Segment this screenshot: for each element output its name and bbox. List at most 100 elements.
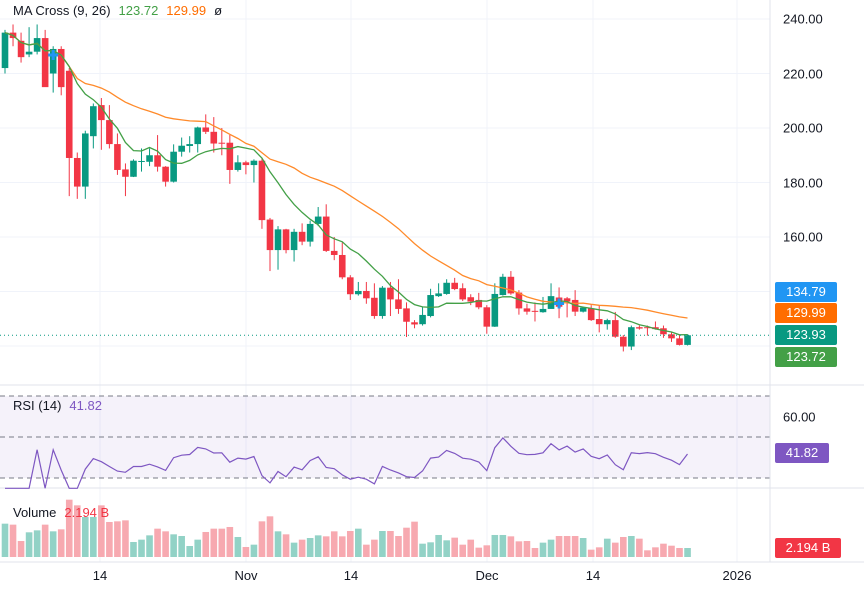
candle-body <box>387 287 394 300</box>
price-badge-ma-fast: 123.72 <box>775 347 837 367</box>
volume-bar <box>146 535 153 557</box>
volume-bar <box>603 538 611 557</box>
candle-body <box>611 320 619 337</box>
volume-bar <box>282 534 290 557</box>
candle-body <box>531 310 539 312</box>
price-badge-last: 123.93 <box>775 325 837 345</box>
candle-body <box>475 299 483 308</box>
candle-body <box>202 127 210 132</box>
volume-bar <box>266 516 274 557</box>
volume-legend[interactable]: Volume 2.194 B <box>13 505 109 520</box>
volume-bar <box>73 505 81 557</box>
volume-title: Volume <box>13 505 57 520</box>
price-badge-marker: 134.79 <box>775 282 837 302</box>
volume-bar <box>668 545 675 557</box>
volume-bar <box>571 536 579 557</box>
ma-slow-value: 129.99 <box>166 2 207 18</box>
candle-body <box>668 334 675 339</box>
volume-bar <box>114 521 121 557</box>
cross-marker-icon <box>554 298 565 309</box>
ma-extra-icon[interactable]: ø <box>214 2 223 18</box>
candle-body <box>620 336 627 347</box>
candle-body <box>652 327 659 330</box>
volume-bar <box>467 539 475 557</box>
price-tick: 200.00 <box>783 120 823 136</box>
candle-body <box>459 288 467 300</box>
rsi-legend[interactable]: RSI (14) 41.82 <box>13 398 102 413</box>
volume-bar <box>138 539 145 557</box>
volume-bar <box>1 523 9 557</box>
candle-body <box>355 290 362 295</box>
candle-body <box>82 133 89 187</box>
volume-bar <box>274 531 282 557</box>
volume-bar <box>65 499 73 557</box>
volume-bar <box>459 544 467 557</box>
price-badge-ma-slow: 129.99 <box>775 303 837 323</box>
candle-body <box>491 293 499 327</box>
ma-title: MA Cross (9, 26) <box>13 2 111 18</box>
volume-bar <box>41 524 49 557</box>
candle-body <box>523 308 531 312</box>
volume-bar <box>186 546 193 557</box>
volume-bar <box>194 539 202 557</box>
volume-bar <box>403 527 410 557</box>
ma-fast-line <box>4 31 688 336</box>
volume-bar <box>17 541 25 557</box>
candle-body <box>330 250 338 255</box>
candle-body <box>194 127 202 145</box>
candle-body <box>114 144 121 170</box>
volume-bar <box>122 520 129 557</box>
candle-body <box>178 145 185 152</box>
candle-body <box>49 48 57 74</box>
rsi-title: RSI (14) <box>13 398 62 413</box>
price-tick: 240.00 <box>783 11 823 27</box>
volume-bar <box>82 516 89 557</box>
candle-body <box>130 160 137 177</box>
candle-body <box>162 166 169 182</box>
volume-badge: 2.194 B <box>775 538 841 558</box>
price-tick: 160.00 <box>783 229 823 245</box>
volume-bar <box>507 536 515 557</box>
volume-bar <box>531 547 539 557</box>
cross-marker-icon <box>48 49 59 60</box>
candle-body <box>603 320 611 325</box>
candle-body <box>507 276 515 294</box>
candle-body <box>411 322 418 325</box>
volume-bar <box>298 539 306 557</box>
volume-bar <box>33 530 41 557</box>
volume-bar <box>620 536 627 557</box>
volume-bar <box>395 536 402 557</box>
volume-bar <box>555 536 563 557</box>
volume-bar <box>475 547 483 557</box>
volume-bar <box>684 548 691 557</box>
time-label: Dec <box>475 568 499 583</box>
price-tick: 180.00 <box>783 175 823 191</box>
candle-body <box>122 169 129 177</box>
candle-body <box>346 277 354 295</box>
volume-bar <box>98 505 105 557</box>
time-label: 14 <box>585 568 601 583</box>
volume-bar <box>676 547 683 557</box>
volume-bar <box>106 521 113 557</box>
candle-body <box>138 160 145 162</box>
candle-body <box>314 216 322 224</box>
volume-bar <box>587 549 595 557</box>
volume-bar <box>346 531 354 557</box>
volume-bar <box>258 521 266 557</box>
candle-body <box>322 216 330 251</box>
candle-body <box>644 327 651 329</box>
candle-body <box>98 105 105 121</box>
time-label: 14 <box>343 568 359 583</box>
candle-body <box>258 160 266 221</box>
volume-bar <box>57 529 65 557</box>
candle-body <box>403 308 410 322</box>
candle-body <box>395 299 402 309</box>
volume-bar <box>322 536 330 557</box>
volume-bar <box>25 532 33 557</box>
volume-bar <box>387 531 394 557</box>
ma-fast-value: 123.72 <box>118 2 159 18</box>
candle-body <box>226 142 234 170</box>
ma-legend[interactable]: MA Cross (9, 26) 123.72 129.99 ø <box>13 0 222 20</box>
volume-bar <box>210 528 218 557</box>
